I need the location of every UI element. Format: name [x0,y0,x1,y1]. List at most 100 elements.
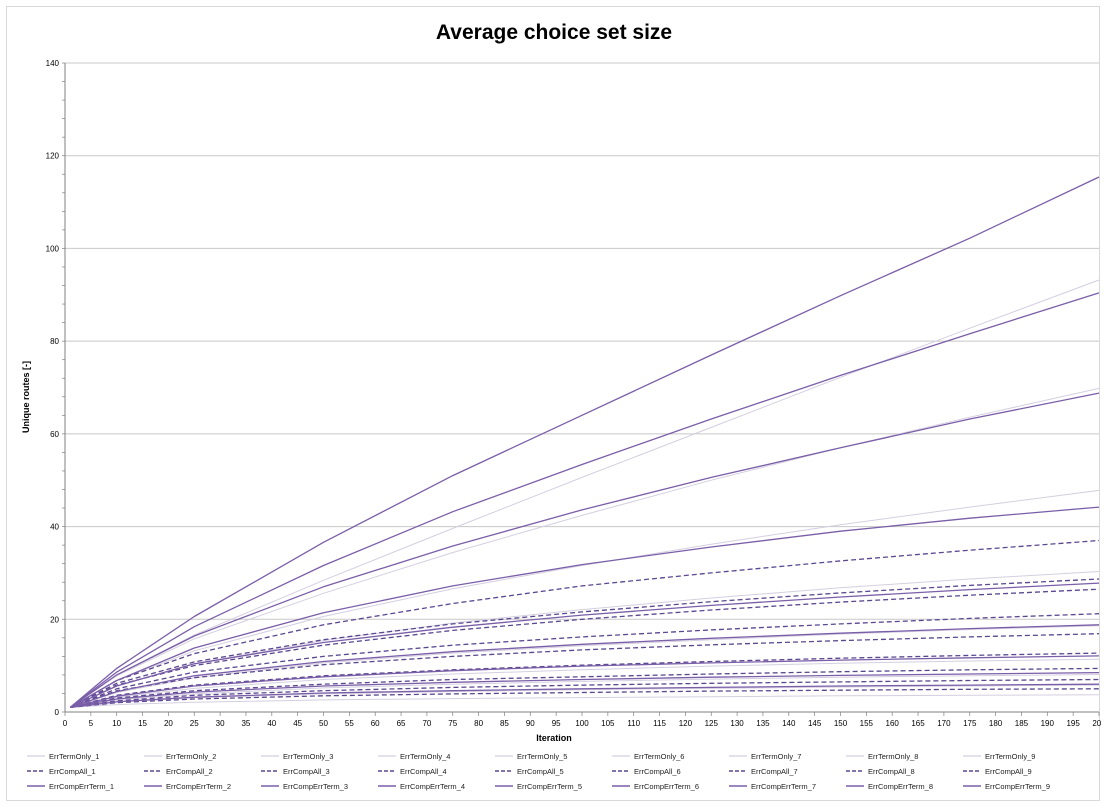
series-line-ErrTermOnly_7 [69,489,1100,708]
x-tick-label: 75 [448,719,457,728]
y-tick-label: 40 [50,523,59,532]
legend-label-ErrCompAll_6: ErrCompAll_6 [634,767,681,776]
x-tick-label: 20 [164,719,173,728]
series-line-ErrCompErrTerm_8 [69,292,1100,708]
x-tick-label: 70 [422,719,431,728]
x-tick-label: 165 [911,719,925,728]
legend-label-ErrTermOnly_5: ErrTermOnly_5 [517,752,567,761]
x-tick-label: 45 [293,719,302,728]
legend-label-ErrCompErrTerm_6: ErrCompErrTerm_6 [634,782,699,791]
x-tick-label: 190 [1041,719,1055,728]
series-line-ErrCompAll_3 [70,667,1100,709]
x-tick-label: 30 [216,719,225,728]
series-line-ErrCompAll_6 [69,613,1100,709]
y-tick-label: 140 [46,59,60,68]
axes: 0 20 40 60 80 100 120 140 0 5 10 15 20 25 30 35 40 45 50 55… [46,59,1101,728]
series-line-ErrCompAll_1 [70,688,1100,709]
x-tick-label: 100 [575,719,589,728]
x-tick-label: 125 [705,719,719,728]
legend-label-ErrCompErrTerm_2: ErrCompErrTerm_2 [166,782,231,791]
series-line-ErrCompAll_4 [70,652,1100,709]
x-tick-label: 170 [937,719,951,728]
series-line-ErrCompErrTerm_6 [69,506,1100,708]
legend-label-ErrCompErrTerm_8: ErrCompErrTerm_8 [868,782,933,791]
y-tick-label: 100 [46,244,60,253]
legend-label-ErrCompAll_9: ErrCompAll_9 [985,767,1032,776]
x-tick-label: 200 [1092,719,1101,728]
legend-label-ErrCompAll_2: ErrCompAll_2 [166,767,213,776]
legend-label-ErrTermOnly_6: ErrTermOnly_6 [634,752,684,761]
legend-label-ErrTermOnly_8: ErrTermOnly_8 [868,752,918,761]
x-tick-label: 90 [526,719,535,728]
series-line-ErrCompErrTerm_2 [70,671,1100,709]
x-tick-label: 145 [808,719,822,728]
x-tick-label: 155 [860,719,874,728]
series-line-ErrCompErrTerm_1 [70,683,1100,709]
x-tick-label: 55 [345,719,354,728]
x-tick-label: 50 [319,719,328,728]
y-tick-label: 120 [46,152,60,161]
series-line-ErrCompErrTerm_7 [69,392,1100,708]
x-tick-label: 185 [1015,719,1029,728]
x-tick-label: 5 [89,719,94,728]
x-tick-label: 80 [474,719,483,728]
series-line-ErrCompAll_9 [69,539,1100,708]
series-line-ErrTermOnly_1 [70,694,1100,708]
series-line-ErrTermOnly_4 [70,658,1100,708]
x-tick-label: 180 [989,719,1003,728]
series-lines [69,176,1100,709]
x-tick-label: 195 [1066,719,1080,728]
x-tick-label: 65 [397,719,406,728]
x-tick-label: 60 [371,719,380,728]
legend-label-ErrTermOnly_4: ErrTermOnly_4 [400,752,450,761]
x-axis-title: Iteration [536,733,572,743]
y-tick-label: 20 [50,615,59,624]
x-tick-label: 130 [730,719,744,728]
x-tick-label: 135 [756,719,770,728]
series-line-ErrCompErrTerm_5 [69,582,1100,708]
x-tick-label: 0 [63,719,68,728]
x-tick-label: 40 [267,719,276,728]
series-line-ErrCompAll_8 [69,578,1100,708]
series-line-ErrCompAll_2 [70,678,1100,709]
x-tick-label: 115 [653,719,666,728]
y-axis-title: Unique routes [-] [21,361,31,433]
x-tick-label: 25 [190,719,199,728]
legend-label-ErrCompAll_1: ErrCompAll_1 [49,767,96,776]
legend-label-ErrCompErrTerm_1: ErrCompErrTerm_1 [49,782,114,791]
y-tick-label: 60 [50,430,59,439]
legend-label-ErrTermOnly_7: ErrTermOnly_7 [751,752,801,761]
legend-label-ErrCompAll_8: ErrCompAll_8 [868,767,915,776]
series-line-ErrCompErrTerm_4 [69,624,1100,709]
series-line-ErrCompErrTerm_9 [69,176,1100,708]
y-tick-label: 0 [55,708,60,717]
legend-label-ErrTermOnly_3: ErrTermOnly_3 [283,752,333,761]
series-line-ErrCompErrTerm_3 [70,655,1100,709]
legend-label-ErrCompErrTerm_7: ErrCompErrTerm_7 [751,782,816,791]
x-tick-label: 105 [601,719,615,728]
legend-label-ErrCompErrTerm_5: ErrCompErrTerm_5 [517,782,582,791]
legend-label-ErrTermOnly_9: ErrTermOnly_9 [985,752,1035,761]
series-line-ErrTermOnly_8 [69,387,1100,708]
chart-title: Average choice set size [436,21,672,44]
x-tick-label: 10 [112,719,121,728]
legend-label-ErrTermOnly_1: ErrTermOnly_1 [49,752,99,761]
chart-canvas: Average choice set size 0204060801001201… [21,21,1101,791]
series-line-ErrTermOnly_5 [70,625,1100,708]
legend-label-ErrCompErrTerm_9: ErrCompErrTerm_9 [985,782,1050,791]
legend-label-ErrCompAll_4: ErrCompAll_4 [400,767,447,776]
x-tick-label: 150 [834,719,848,728]
y-tick-label: 80 [50,337,59,346]
chart-frame: Average choice set size 0 20 40 60 80 100 120 1… [6,6,1101,801]
legend-label-ErrCompErrTerm_4: ErrCompErrTerm_4 [400,782,465,791]
x-tick-label: 95 [552,719,561,728]
x-tick-label: 35 [241,719,250,728]
x-tick-label: 110 [627,719,640,728]
legend-label-ErrTermOnly_2: ErrTermOnly_2 [166,752,216,761]
grid-lines [65,62,1099,620]
series-line-ErrTermOnly_3 [70,674,1100,708]
x-tick-label: 15 [138,719,147,728]
x-tick-label: 85 [500,719,509,728]
x-tick-label: 175 [963,719,977,728]
legend-label-ErrCompAll_7: ErrCompAll_7 [751,767,798,776]
